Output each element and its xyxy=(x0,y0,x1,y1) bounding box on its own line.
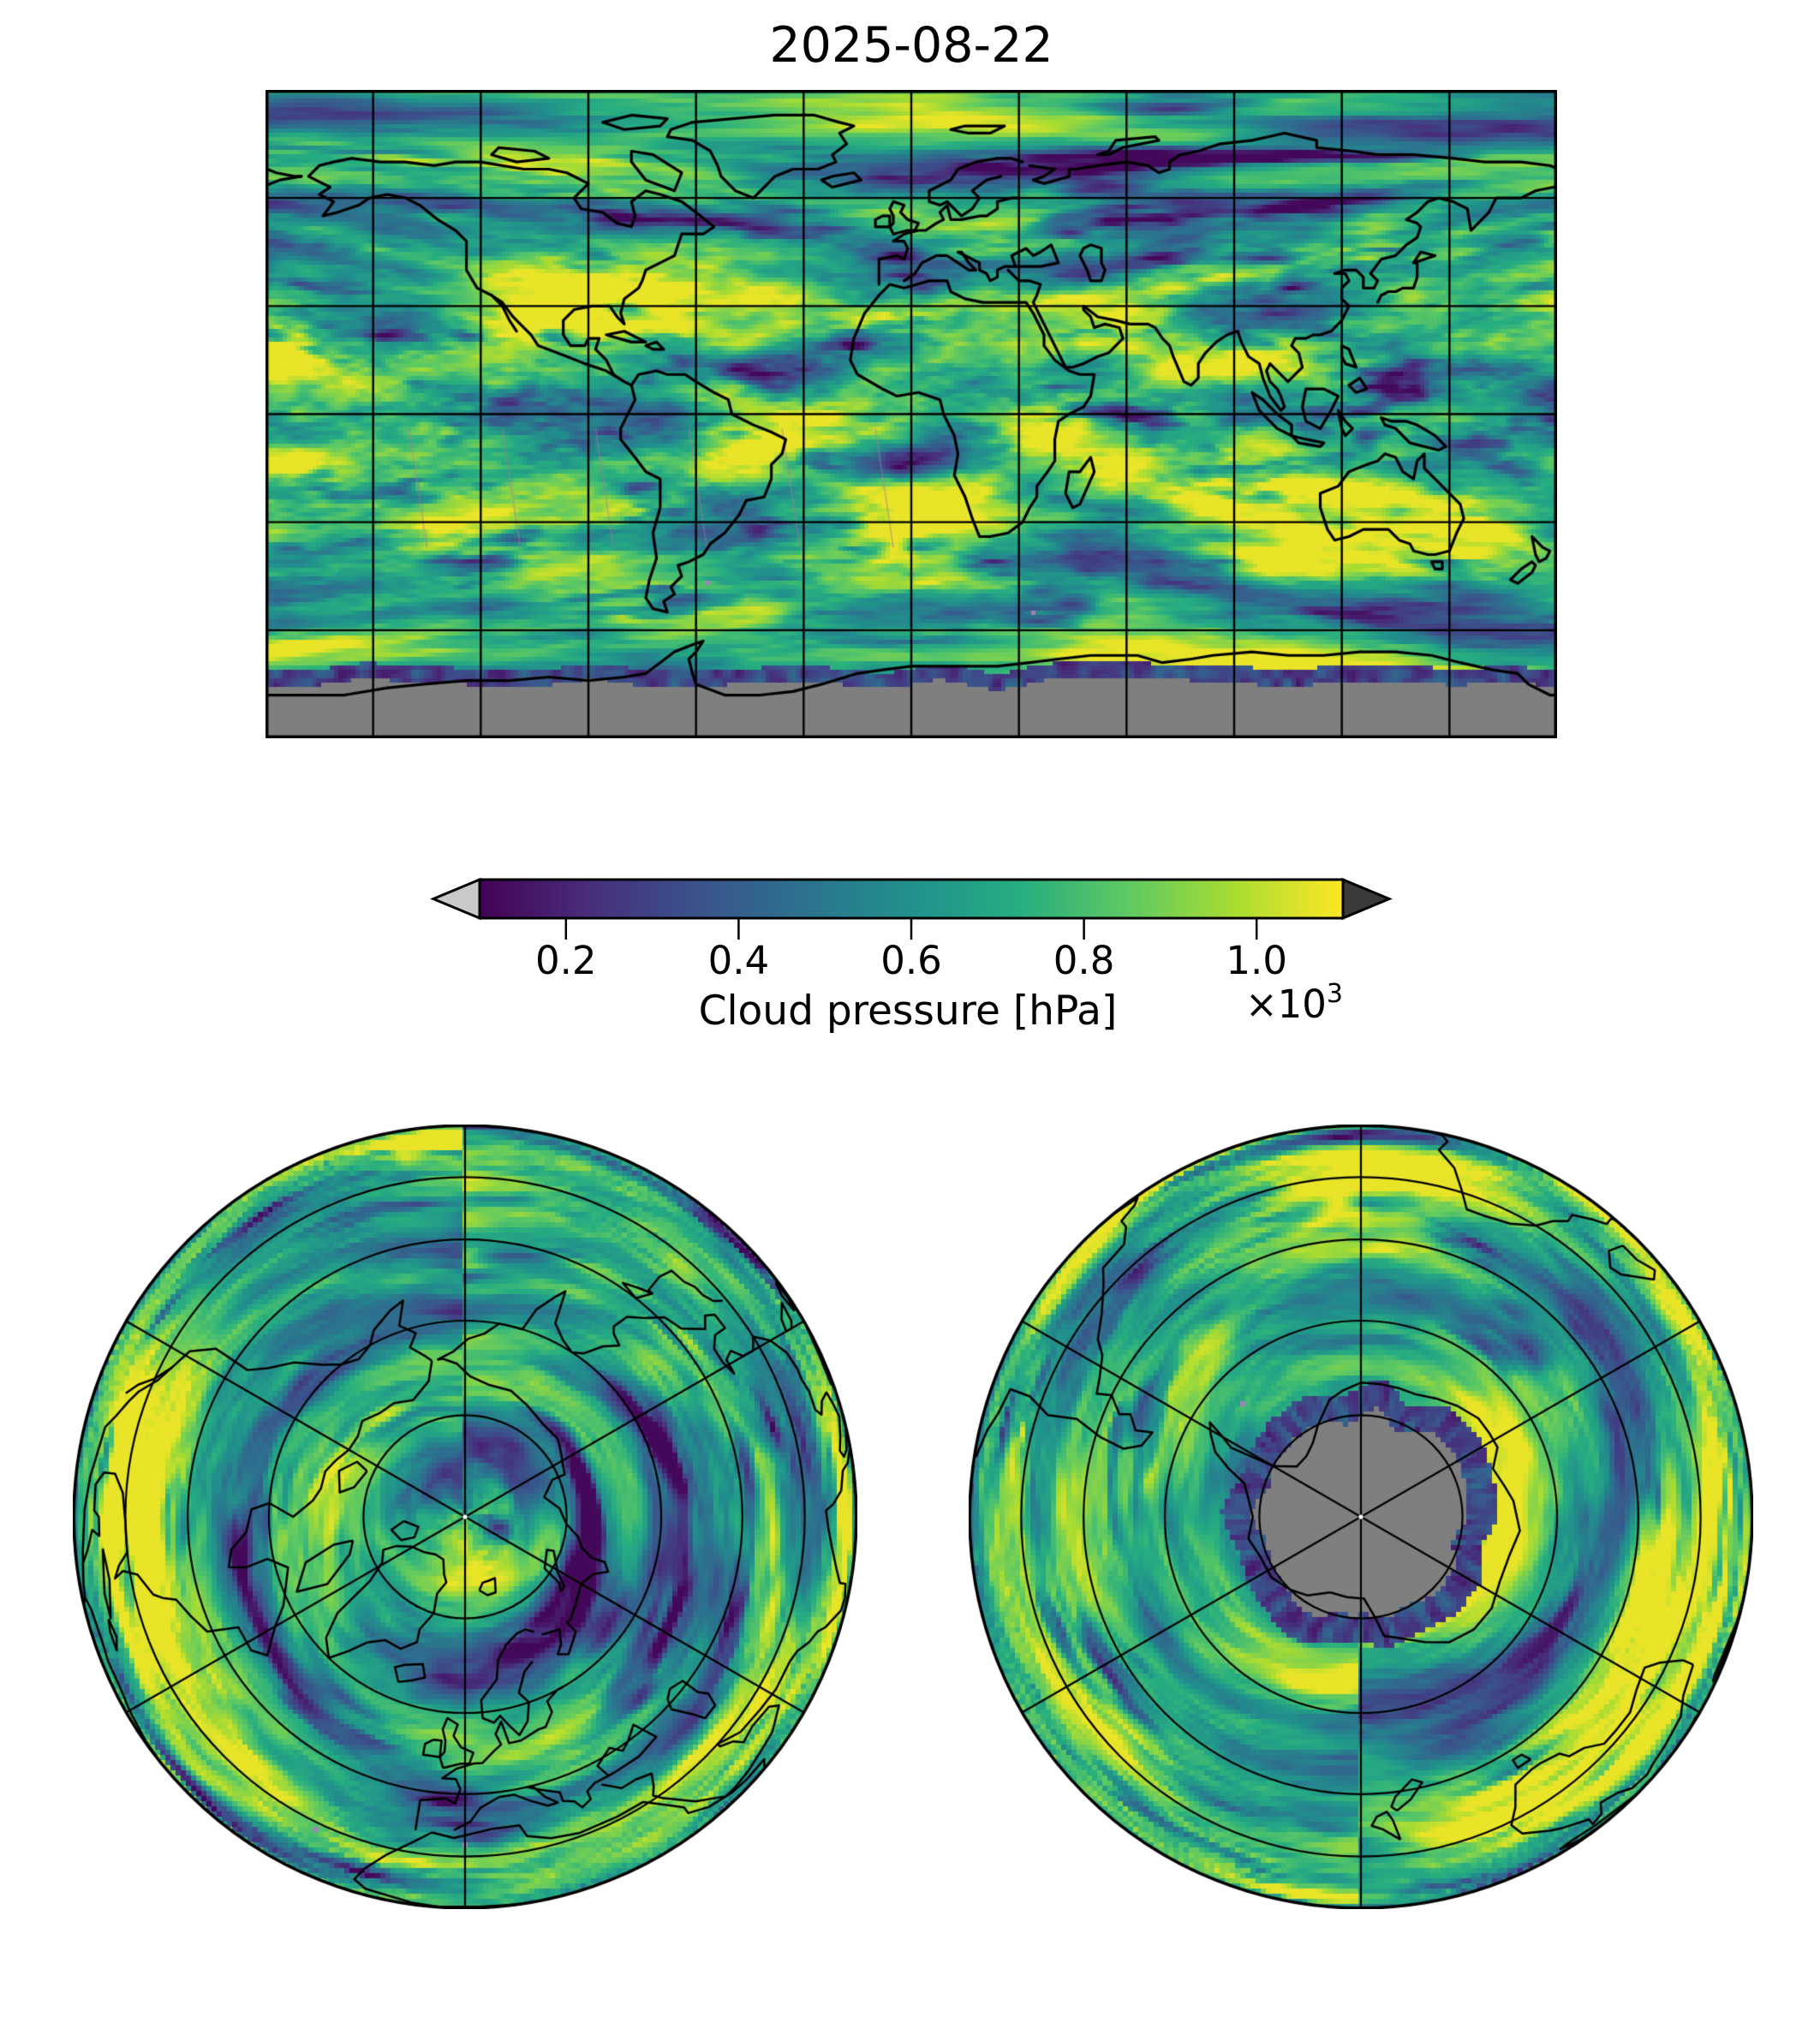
colorbar-offset-label: ×103 xyxy=(1245,979,1343,1027)
colorbar-tick-label: 1.0 xyxy=(1226,938,1287,983)
colorbar-axis-label: Cloud pressure [hPa] xyxy=(699,988,1118,1035)
world-map-canvas xyxy=(266,90,1557,738)
colorbar-over-arrow xyxy=(1341,877,1393,921)
page-title: 2025-08-22 xyxy=(769,17,1053,74)
colorbar-tick-label: 0.2 xyxy=(535,938,597,983)
colorbar-tick-label: 0.6 xyxy=(880,938,942,983)
colorbar-tick-label: 0.4 xyxy=(708,938,770,983)
colorbar-ticks: 0.2 0.4 0.6 0.8 1.0 xyxy=(535,918,1287,983)
colorbar-under-arrow xyxy=(430,877,481,921)
colorbar-gradient-bar xyxy=(478,878,1345,920)
colorbar-tick-label: 0.8 xyxy=(1053,938,1115,983)
colorbar: 0.2 0.4 0.6 0.8 1.0 Cloud pressure [hPa] ×10… xyxy=(430,877,1393,1035)
south-polar-map-canvas xyxy=(969,1125,1753,1909)
north-polar-map-canvas xyxy=(73,1125,857,1909)
